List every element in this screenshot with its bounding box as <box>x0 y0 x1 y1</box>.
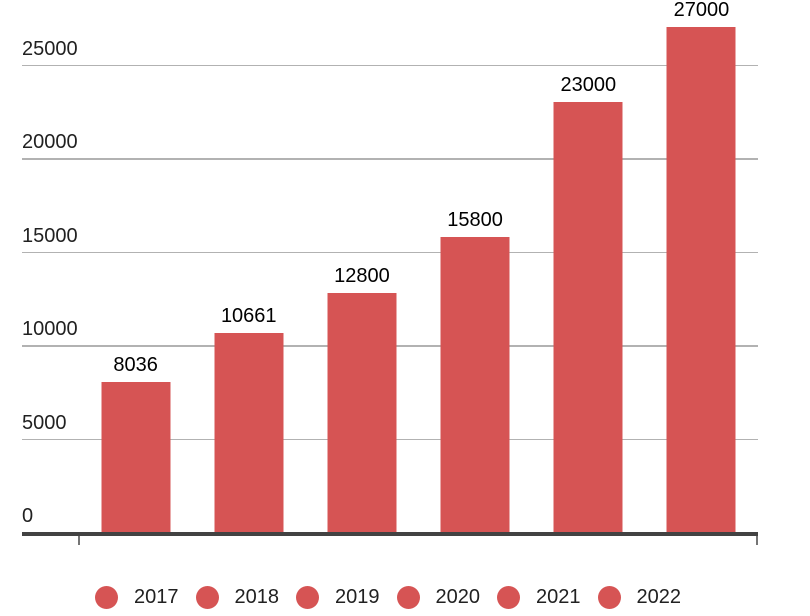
y-axis-label-10000: 10000 <box>22 318 78 341</box>
y-axis-label-25000: 25000 <box>22 37 78 60</box>
y-axis-label-15000: 15000 <box>22 224 78 247</box>
chart-legend: 2017 2018 2019 2020 2021 2022 <box>95 586 681 609</box>
bar-value-label-2017: 8036 <box>113 353 158 376</box>
bar-column-2020: 15800 <box>419 0 532 532</box>
y-axis-label-5000: 5000 <box>22 411 67 434</box>
legend-item-2021[interactable]: 2021 <box>497 586 581 609</box>
bar-value-label-2022: 27000 <box>673 0 730 22</box>
bar-2020[interactable] <box>440 236 510 532</box>
legend-item-2019[interactable]: 2019 <box>296 586 380 609</box>
gridline-15000 <box>22 251 758 254</box>
legend-label-2022: 2022 <box>636 586 682 608</box>
legend-dot-icon <box>296 586 319 609</box>
bar-column-2018: 10661 <box>192 0 305 532</box>
legend-label-2017: 2017 <box>134 586 179 608</box>
bar-2017[interactable] <box>101 381 171 532</box>
bar-2018[interactable] <box>214 332 284 532</box>
legend-dot-icon <box>95 586 118 609</box>
legend-label-2018: 2018 <box>234 586 280 608</box>
legend-dot-icon <box>195 586 219 609</box>
x-axis-line <box>22 532 758 536</box>
bar-column-2017: 8036 <box>79 0 192 532</box>
bar-column-2022: 27000 <box>645 0 758 532</box>
legend-item-2022[interactable]: 2022 <box>597 586 682 609</box>
legend-item-2017[interactable]: 2017 <box>95 586 179 609</box>
bar-value-label-2021: 23000 <box>560 74 617 97</box>
gridline-20000 <box>22 158 758 160</box>
bar-2019[interactable] <box>327 292 397 532</box>
bar-value-label-2019: 12800 <box>334 264 390 287</box>
legend-dot-icon <box>396 586 420 609</box>
legend-dot-icon <box>497 586 520 609</box>
legend-item-2018[interactable]: 2018 <box>195 586 280 609</box>
legend-label-2019: 2019 <box>335 586 380 608</box>
x-axis-tick-left <box>78 536 80 545</box>
gridline-25000 <box>22 64 758 67</box>
bar-column-2021: 23000 <box>532 0 645 532</box>
bar-value-label-2020: 15800 <box>447 208 503 231</box>
bar-value-label-2018: 10661 <box>220 304 277 327</box>
x-axis-tick-right <box>756 536 758 545</box>
bars-area: 8036 10661 12800 15800 23000 27000 <box>79 0 758 532</box>
bar-column-2019: 12800 <box>305 0 418 532</box>
y-axis-label-20000: 20000 <box>22 131 78 154</box>
legend-label-2021: 2021 <box>536 586 581 608</box>
bar-2022[interactable] <box>666 27 736 532</box>
y-axis-label-0: 0 <box>22 505 34 527</box>
bar-2021[interactable] <box>553 102 623 532</box>
legend-label-2020: 2020 <box>435 586 481 608</box>
legend-dot-icon <box>597 586 621 609</box>
legend-item-2020[interactable]: 2020 <box>396 586 481 609</box>
